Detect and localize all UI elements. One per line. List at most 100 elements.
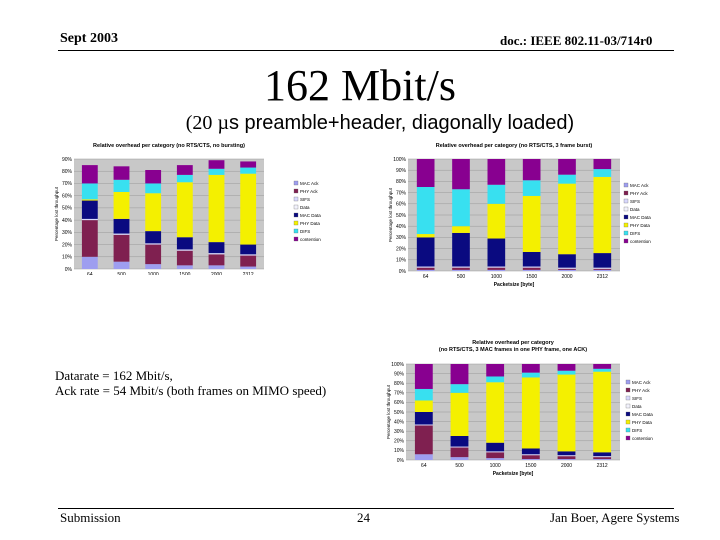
bar-segment [558, 269, 576, 271]
plot-area [74, 159, 264, 269]
legend-swatch [293, 188, 299, 194]
y-tick-label: 80% [62, 169, 73, 175]
bar-segment [176, 174, 193, 183]
legend-swatch [623, 182, 629, 188]
bar-segment [81, 200, 98, 219]
bar-segment [593, 159, 612, 170]
y-tick-label: 10% [396, 258, 407, 264]
x-tick-label: 500 [117, 272, 126, 275]
legend-label: PHY Ack [630, 191, 648, 196]
bar-segment [593, 176, 612, 254]
footer-page-number: 24 [357, 510, 370, 525]
bar-segment [208, 254, 225, 266]
bar-segment [452, 267, 470, 270]
bar-segment [414, 454, 433, 460]
page-title: 162 Mbit/s [264, 61, 456, 110]
legend-swatch [623, 190, 629, 196]
bar-segment [208, 253, 225, 255]
bar-segment [414, 412, 433, 425]
y-tick-label: 20% [62, 242, 73, 248]
y-tick-label: 80% [394, 381, 405, 387]
bar-segment [487, 266, 506, 268]
bar-segment [145, 264, 162, 269]
y-tick-label: 70% [394, 391, 405, 397]
bar-segment [145, 243, 162, 245]
bar-segment [452, 266, 470, 268]
x-tick-label: 2000 [211, 272, 222, 275]
y-tick-label: 10% [62, 255, 73, 261]
bar-segment [522, 251, 541, 267]
legend-label: MAC Data [300, 213, 321, 218]
x-tick-label: 2312 [597, 463, 608, 469]
bar-segment [486, 376, 505, 383]
bar-segment [208, 174, 225, 243]
chart-subtitle: (no RTS/CTS, 3 MAC frames in one PHY fra… [439, 347, 587, 353]
legend-label: SIFS [300, 197, 310, 202]
legend-label: PHY Ack [300, 189, 318, 194]
bar-segment [450, 384, 469, 393]
legend-label: PHY Data [300, 221, 320, 226]
bar-segment [414, 388, 433, 401]
bar-segment [521, 454, 540, 456]
bar-segment [176, 250, 193, 266]
y-tick-label: 40% [62, 218, 73, 224]
bar-segment [557, 459, 576, 460]
bar-segment [450, 457, 469, 460]
bar-segment [81, 183, 98, 200]
legend-swatch [625, 427, 631, 433]
x-tick-label: 500 [457, 274, 466, 280]
bar-segment [416, 237, 435, 267]
bar-segment [521, 377, 540, 449]
footer-submission: Submission [60, 510, 121, 525]
y-tick-label: 0% [397, 458, 405, 464]
bar-segment [450, 364, 469, 385]
y-tick-label: 30% [394, 429, 405, 435]
bar-segment [414, 400, 433, 412]
datarate-note: Datarate = 162 Mbit/s, Ack rate = 54 Mbi… [55, 368, 326, 398]
legend-label: DIFS [630, 231, 640, 236]
x-tick-label: 500 [455, 463, 464, 469]
x-axis-label: Packetsize [byte] [494, 282, 535, 288]
bar-segment [593, 253, 612, 268]
bar-segment [208, 265, 225, 269]
legend-swatch [293, 220, 299, 226]
bar-segment [486, 458, 505, 460]
note-line-2: Ack rate = 54 Mbit/s (both frames on MIM… [55, 383, 327, 398]
legend-swatch [623, 238, 629, 244]
legend-label: MAC Data [630, 215, 651, 220]
bar-segment [414, 364, 433, 389]
legend-swatch [623, 206, 629, 212]
footer-author: Jan Boer, Agere Systems [550, 510, 680, 525]
x-tick-label: 1500 [526, 274, 537, 280]
y-tick-label: 50% [396, 213, 407, 219]
x-tick-label: 2000 [561, 463, 572, 469]
bar-segment [414, 425, 433, 455]
legend-swatch [293, 236, 299, 242]
legend-label: Data [630, 207, 640, 212]
legend-label: contention [300, 237, 321, 242]
y-tick-label: 90% [62, 157, 73, 163]
bar-segment [522, 267, 541, 270]
bar-segment [487, 269, 506, 271]
bar-segment [416, 269, 435, 271]
bar-segment [557, 364, 576, 371]
legend-label: DIFS [300, 229, 310, 234]
y-tick-label: 0% [399, 269, 407, 275]
y-tick-label: 90% [394, 371, 405, 377]
bar-segment [450, 447, 469, 458]
bar-segment [487, 203, 506, 239]
bar-segment [558, 159, 576, 175]
bar-segment [450, 436, 469, 447]
x-tick-label: 1000 [490, 463, 501, 469]
bar-segment [521, 364, 540, 373]
bar-segment [145, 170, 162, 184]
bar-segment [487, 238, 506, 267]
y-tick-label: 60% [396, 202, 407, 208]
legend-swatch [625, 411, 631, 417]
x-tick-label: 64 [421, 463, 427, 469]
y-tick-label: 60% [62, 193, 73, 199]
bar-segment [176, 265, 193, 269]
bar-segment [593, 457, 612, 460]
bar-segment [593, 371, 612, 453]
subtitle-open: (20 [185, 112, 218, 134]
